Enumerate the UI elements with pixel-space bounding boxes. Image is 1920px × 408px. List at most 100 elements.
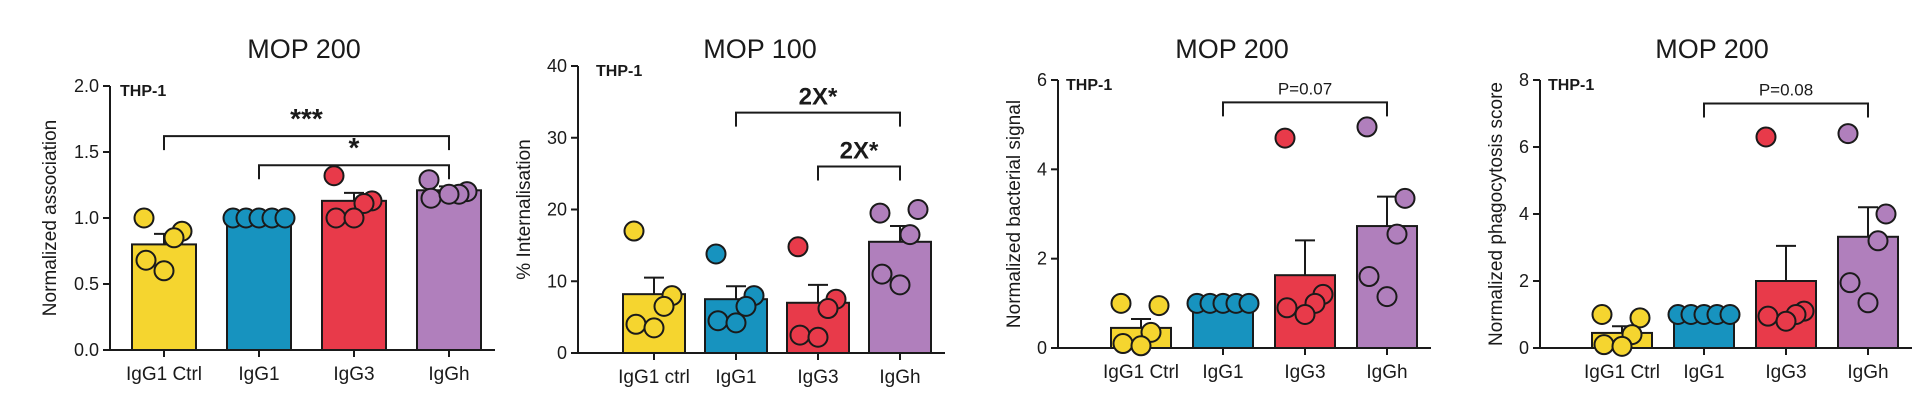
data-point (869, 202, 891, 224)
data-point (1591, 304, 1613, 325)
data-point (1130, 335, 1152, 357)
x-tick-label: IgG3 (797, 367, 838, 388)
data-point (1857, 292, 1879, 314)
data-point (418, 169, 440, 191)
data-point (1629, 307, 1651, 329)
data-point (623, 220, 645, 242)
data-point (1110, 292, 1132, 314)
data-point (353, 192, 375, 214)
data-point (1148, 295, 1170, 317)
y-axis-label: Normalized phagocytosis score (1486, 82, 1507, 346)
data-point (1611, 335, 1633, 357)
data-point (807, 326, 829, 348)
significance-bracket (1703, 102, 1869, 118)
y-tick-label: 2 (1037, 249, 1047, 269)
y-axis-label: % Internalisation (514, 139, 535, 279)
cell-line-label: THP-1 (1066, 77, 1112, 94)
data-point (163, 227, 185, 249)
chart-title: MOP 200 (1175, 34, 1289, 64)
x-tick-label: IgG1 (1202, 362, 1243, 383)
data-point (323, 165, 345, 187)
y-tick-label: 0.0 (74, 340, 99, 360)
data-point (653, 295, 675, 317)
significance-label: P=0.07 (1278, 79, 1332, 98)
significance-bracket (163, 135, 450, 151)
y-tick-label: 2.0 (74, 76, 99, 96)
y-tick-label: 0.5 (74, 274, 99, 294)
data-point (1719, 304, 1741, 325)
y-tick-label: 8 (1519, 70, 1529, 90)
data-point (1757, 305, 1779, 327)
data-point (1376, 286, 1398, 308)
x-tick-label: IgGh (1366, 362, 1407, 383)
y-axis-label: Normalized association (40, 120, 61, 316)
x-tick-label: IgG1 (238, 364, 279, 385)
significance-bracket (817, 165, 901, 181)
x-tick-label: IgG3 (333, 364, 374, 385)
chart-panel-1: MOP 200 THP-1 Normalized association 0.0 0.5… (40, 34, 495, 385)
data-point (899, 224, 921, 246)
significance-bracket (258, 164, 450, 180)
x-tick-label: IgG1 Ctrl (1584, 362, 1660, 383)
x-tick-label: IgG1 ctrl (618, 367, 690, 388)
data-point (907, 199, 929, 220)
cell-line-label: THP-1 (120, 83, 166, 100)
data-point (133, 207, 155, 229)
chart-title: MOP 100 (703, 34, 817, 64)
significance-label: 2X* (840, 137, 879, 164)
y-tick-label: 0 (557, 343, 567, 363)
data-point (1755, 126, 1777, 148)
data-point (1276, 297, 1298, 319)
data-point (735, 295, 757, 317)
y-tick-label: 6 (1037, 70, 1047, 90)
y-tick-label: 10 (547, 271, 567, 291)
data-point (889, 274, 911, 296)
x-tick-label: IgG1 (715, 367, 756, 388)
data-point (1358, 266, 1380, 288)
y-tick-label: 2 (1519, 271, 1529, 291)
data-point (1356, 116, 1378, 138)
data-point (817, 298, 839, 320)
data-point (871, 263, 893, 285)
data-point (274, 207, 296, 229)
data-point (135, 249, 157, 271)
data-point (1386, 223, 1408, 245)
data-point (1294, 304, 1316, 325)
chart-panel-4: MOP 200 THP-1 Normalized phagocytosis scor… (1486, 34, 1912, 383)
x-tick-label: IgG3 (1765, 362, 1806, 383)
x-tick-label: IgGh (1847, 362, 1888, 383)
y-axis-label: Normalized bacterial signal (1004, 100, 1025, 328)
y-tick-label: 1.5 (74, 142, 99, 162)
y-tick-label: 0 (1037, 338, 1047, 358)
significance-label: P=0.08 (1759, 80, 1813, 99)
data-point (643, 317, 665, 339)
data-point (1775, 310, 1797, 332)
y-tick-label: 4 (1519, 204, 1529, 224)
y-tick-label: 4 (1037, 159, 1047, 179)
data-point (1274, 127, 1296, 149)
data-point (153, 260, 175, 282)
data-point (789, 324, 811, 346)
data-point (1867, 230, 1889, 252)
data-point (1593, 334, 1615, 356)
y-tick-label: 20 (547, 200, 567, 220)
data-point (420, 187, 442, 209)
data-point (707, 310, 729, 332)
chart-panel-3: MOP 200 THP-1 Normalized bacterial signal 0… (1004, 34, 1431, 383)
y-tick-label: 30 (547, 128, 567, 148)
x-tick-label: IgGh (428, 364, 469, 385)
bar (226, 217, 292, 351)
y-tick-label: 0 (1519, 338, 1529, 358)
data-point (705, 243, 727, 265)
significance-label: * (349, 132, 360, 163)
significance-label: 2X* (799, 84, 838, 111)
significance-bracket (1222, 101, 1388, 117)
data-point (325, 207, 347, 229)
data-point (625, 313, 647, 335)
significance-label: *** (290, 103, 323, 134)
data-point (1238, 292, 1260, 314)
data-point (787, 236, 809, 258)
x-tick-label: IgG1 (1683, 362, 1724, 383)
y-tick-label: 40 (547, 56, 567, 76)
